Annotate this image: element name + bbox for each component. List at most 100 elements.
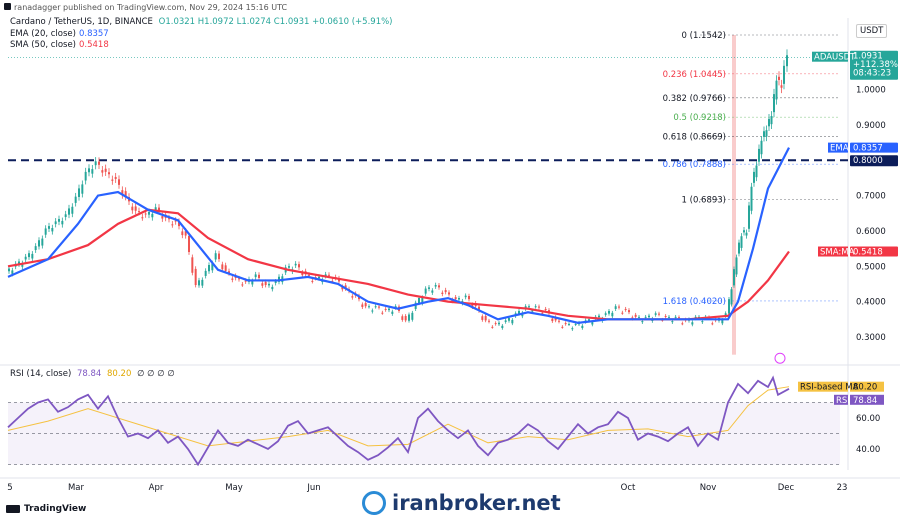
- price-tick-5: 0.5000: [856, 262, 886, 272]
- candle-body: [408, 314, 410, 321]
- rsi-ma-tag: 80.20: [853, 383, 877, 393]
- candle-body: [111, 179, 114, 181]
- rsi-name: RSI: [836, 396, 850, 406]
- price-tick-0: 1.0000: [856, 86, 886, 96]
- candle-body: [178, 221, 180, 227]
- candle-body: [168, 218, 170, 220]
- candle-body: [648, 315, 650, 318]
- candle-body: [131, 206, 134, 211]
- candle-body: [118, 179, 120, 185]
- candle-body: [271, 286, 274, 290]
- ema-label: EMA (20, close): [10, 28, 76, 39]
- candle-body: [91, 169, 94, 174]
- sma-legend: SMA (50, close) 0.5418: [10, 40, 393, 52]
- rsi-extra: ∅ ∅ ∅ ∅: [137, 369, 175, 379]
- candle-body: [124, 191, 127, 197]
- candle-body: [671, 321, 674, 323]
- candle-body: [501, 325, 504, 329]
- candle-body: [158, 207, 160, 211]
- candle-body: [488, 320, 490, 322]
- price-tag-text-2: 08:43:23: [853, 69, 891, 79]
- candle-body: [518, 310, 520, 314]
- candle-body: [134, 206, 137, 211]
- candle-body: [421, 297, 424, 304]
- ema-tag-bg: [850, 142, 898, 153]
- event-marker-icon: [774, 352, 786, 364]
- candle-body: [504, 320, 507, 322]
- rsi-value: 78.84: [76, 369, 102, 379]
- candle-body: [471, 304, 474, 307]
- candle-body: [151, 213, 154, 218]
- candle-body: [174, 220, 177, 222]
- sma-50-line: [7, 208, 790, 321]
- price-chart[interactable]: 0 (1.1542) 0.236 (1.0445) 0.382 (0.9766) 0.…: [0, 14, 900, 500]
- candle-body: [628, 310, 630, 313]
- candle-body: [374, 306, 377, 308]
- candle-body: [554, 317, 557, 321]
- candle-body: [631, 317, 634, 319]
- candle-body: [21, 263, 24, 267]
- candle-body: [541, 312, 544, 314]
- candle-body: [743, 230, 745, 233]
- level-tag-text-0: 0.8000: [853, 156, 883, 166]
- candle-body: [614, 306, 617, 309]
- candle-body: [634, 314, 637, 317]
- candle-body: [783, 65, 785, 84]
- candle-body: [8, 268, 10, 272]
- candle-body: [64, 214, 67, 218]
- candle-body: [331, 280, 334, 282]
- candle-body: [411, 312, 414, 320]
- fib-label-2: 0.382 (0.9766): [663, 94, 726, 104]
- watermark: iranbroker.net: [362, 488, 561, 518]
- candle-body: [730, 289, 733, 305]
- candle-body: [38, 240, 40, 247]
- sma-value: 0.5418: [79, 40, 109, 50]
- candle-body: [254, 274, 257, 278]
- candle-body: [114, 176, 117, 179]
- candle-body: [61, 220, 64, 225]
- candle-body: [298, 264, 300, 268]
- fib-label-6: 1 (0.6893): [682, 195, 726, 205]
- candle-body: [721, 319, 724, 324]
- candle-body: [188, 235, 190, 253]
- watermark-text: iranbroker.net: [392, 491, 561, 515]
- candle-body: [208, 264, 210, 272]
- candle-body: [418, 297, 420, 304]
- candle-body: [144, 213, 147, 215]
- candle-body: [598, 315, 600, 318]
- symbol-name: Cardano / TetherUS, 1D, BINANCE: [10, 17, 153, 27]
- candle-body: [318, 276, 320, 279]
- symbol-line: Cardano / TetherUS, 1D, BINANCE O1.0321 …: [10, 17, 393, 29]
- candle-body: [431, 290, 434, 293]
- candle-body: [624, 308, 627, 310]
- candle-body: [94, 161, 97, 166]
- candle-body: [618, 306, 620, 308]
- candle-body: [214, 253, 217, 260]
- candle-body: [434, 285, 437, 287]
- time-tick-9: 23: [837, 483, 848, 493]
- candle-body: [508, 318, 510, 321]
- candle-body: [668, 316, 670, 318]
- rsi-legend: RSI (14, close) 78.84 80.20 ∅ ∅ ∅ ∅: [10, 369, 175, 379]
- candle-body: [644, 316, 647, 318]
- candle-body: [68, 208, 70, 215]
- candle-body: [218, 253, 220, 260]
- candle-body: [264, 281, 267, 286]
- candle-body: [448, 292, 450, 295]
- candle-body: [763, 131, 765, 137]
- candle-body: [551, 318, 554, 322]
- candle-body: [674, 316, 677, 318]
- candle-body: [58, 219, 60, 222]
- candle-body: [608, 310, 610, 314]
- rsi-ma-name-bg: [798, 381, 848, 392]
- time-tick-4: Jun: [306, 483, 320, 493]
- candle-body: [378, 306, 380, 308]
- candle-body: [780, 85, 783, 88]
- candle-body: [498, 322, 500, 325]
- candle-body: [101, 170, 104, 173]
- candle-body: [464, 295, 467, 298]
- currency-label[interactable]: USDT: [856, 24, 888, 38]
- candle-body: [531, 310, 534, 312]
- symbol-tag-bg: [812, 51, 848, 62]
- rsi-tag-bg: [850, 394, 884, 405]
